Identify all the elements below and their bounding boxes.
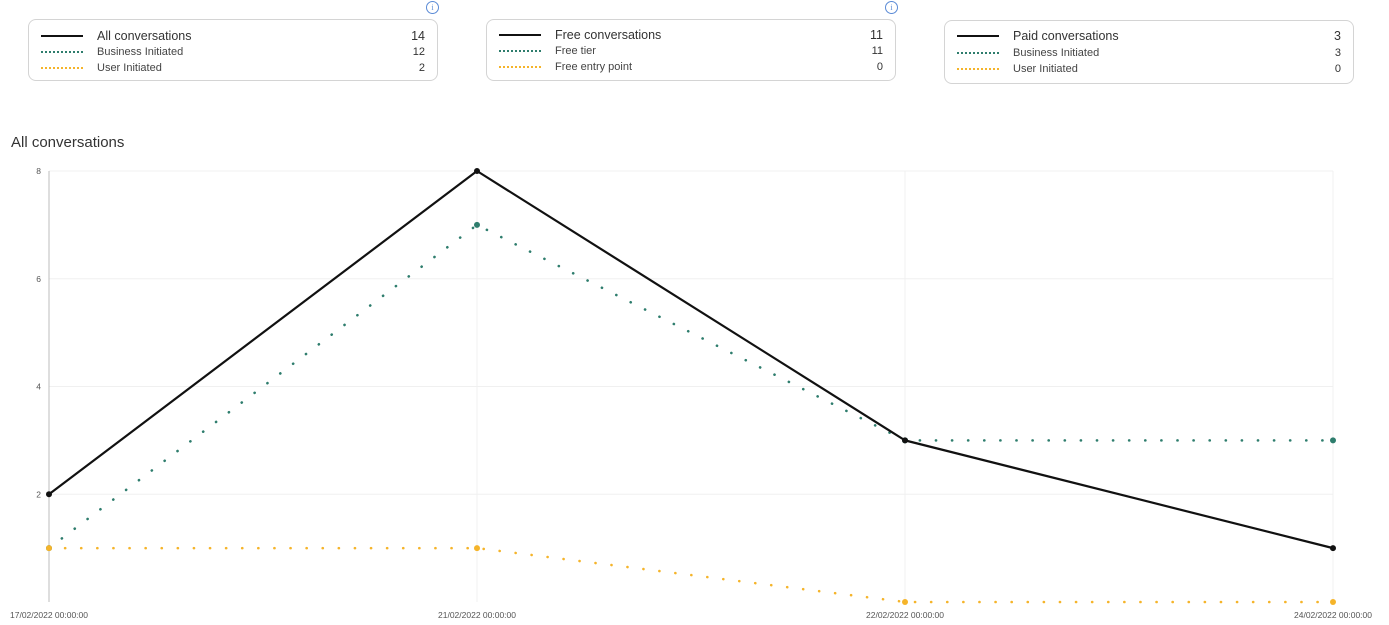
summary-card-paid: Paid conversations 3 Business Initiated …: [944, 20, 1354, 84]
data-point-user: [46, 545, 52, 552]
card-row-label: Free tier: [555, 45, 596, 57]
data-point-all: [1330, 545, 1336, 552]
legend-line-amber: [957, 68, 999, 70]
info-icon[interactable]: i: [885, 1, 898, 14]
legend-line-solid: [957, 35, 999, 37]
card-row-value: 12: [412, 46, 425, 58]
legend-line-teal: [957, 52, 999, 54]
card-title: Paid conversations: [1013, 29, 1119, 43]
card-total: 3: [1334, 29, 1341, 43]
y-tick-label: 6: [36, 274, 41, 284]
card-row-label: User Initiated: [1013, 63, 1078, 75]
y-tick-label: 4: [36, 382, 41, 392]
legend-line-amber: [499, 66, 541, 68]
legend-line-solid: [41, 35, 83, 37]
data-point-all: [902, 437, 908, 444]
legend-line-solid: [499, 34, 541, 36]
summary-card-free: Free conversations 11 Free tier 11 Free …: [486, 19, 896, 81]
chart-title: All conversations: [11, 134, 125, 151]
card-row-value: 0: [876, 61, 883, 73]
series-line-user: [47, 546, 1335, 604]
y-tick-label: 8: [36, 166, 41, 176]
card-row-value: 3: [1334, 47, 1341, 59]
legend-line-teal: [499, 50, 541, 52]
card-row-label: Business Initiated: [1013, 47, 1100, 59]
card-total: 14: [411, 29, 425, 43]
data-point-user: [474, 545, 480, 552]
card-row-label: Business Initiated: [97, 46, 184, 58]
data-point-user: [1330, 599, 1336, 605]
data-point-business: [474, 221, 480, 228]
x-tick-label: 17/02/2022 00:00:00: [10, 610, 88, 620]
card-row-value: 2: [418, 62, 425, 74]
card-row-label: Free entry point: [555, 61, 633, 73]
info-icon[interactable]: i: [426, 1, 439, 14]
data-point-all: [474, 168, 480, 174]
card-row-label: User Initiated: [97, 62, 162, 74]
card-row-value: 11: [871, 45, 883, 57]
data-point-user: [902, 599, 908, 605]
x-tick-label: 21/02/2022 00:00:00: [438, 610, 516, 620]
series-line-all: [48, 169, 1334, 550]
legend-line-teal: [41, 51, 83, 53]
y-tick-label: 2: [36, 489, 41, 499]
data-point-all: [46, 491, 52, 498]
summary-card-all: All conversations 14 Business Initiated …: [28, 19, 438, 81]
legend-line-amber: [41, 67, 83, 69]
x-tick-label: 24/02/2022 00:00:00: [1294, 610, 1372, 620]
data-point-business: [1330, 437, 1336, 444]
card-total: 11: [870, 28, 883, 42]
card-title: Free conversations: [555, 28, 662, 42]
card-row-value: 0: [1334, 63, 1341, 75]
card-title: All conversations: [97, 29, 192, 43]
x-tick-label: 22/02/2022 00:00:00: [866, 610, 944, 620]
